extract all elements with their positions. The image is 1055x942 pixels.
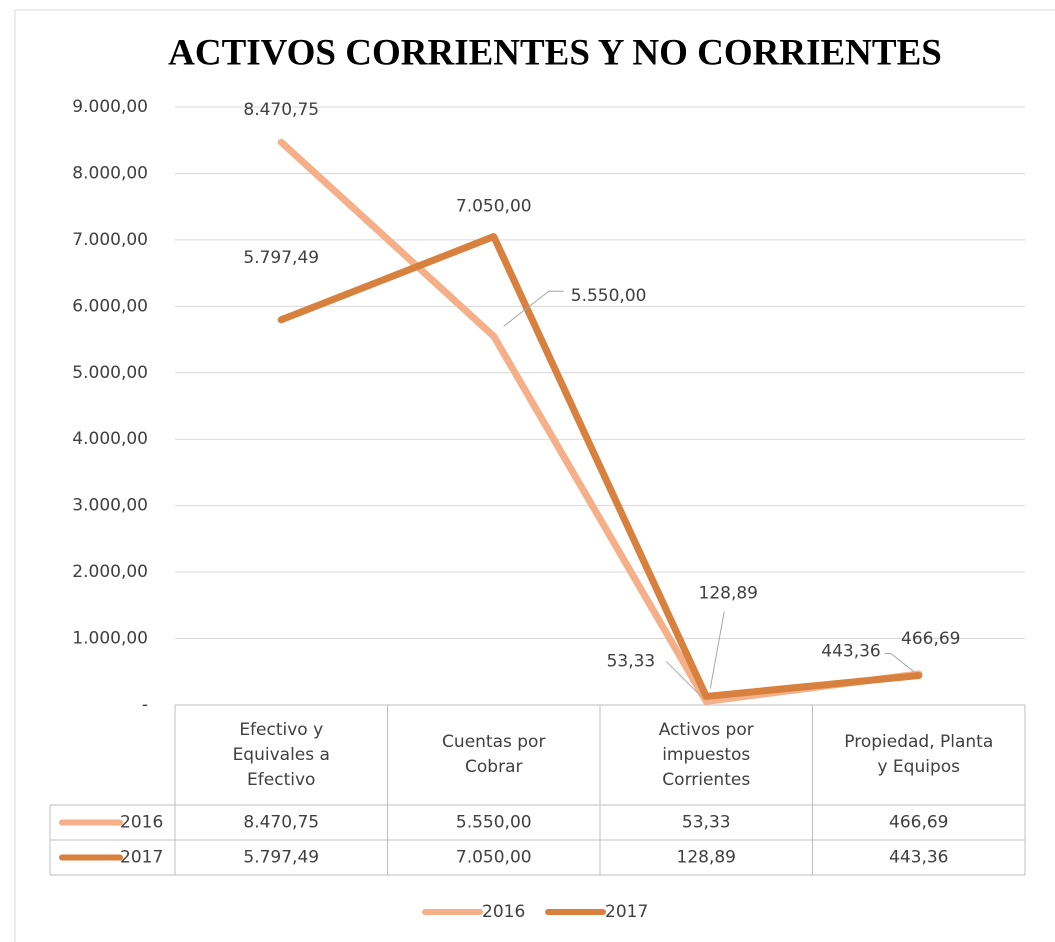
y-tick-label: 3.000,00 — [72, 496, 148, 516]
legend-label: 2017 — [605, 902, 648, 922]
x-tick-label: Efectivo y Equivales a Efectivo — [232, 719, 330, 790]
y-tick-label: 4.000,00 — [72, 429, 148, 449]
data-label: 5.550,00 — [571, 286, 647, 306]
y-tick-label: - — [142, 695, 148, 715]
y-tick-label: 8.000,00 — [72, 163, 148, 183]
chart-title: ACTIVOS CORRIENTES Y NO CORRIENTES — [168, 32, 942, 73]
x-tick-label: Cuentas por Cobrar — [442, 732, 546, 777]
data-label: 466,69 — [901, 629, 960, 649]
chart-border — [14, 9, 1055, 942]
table-cell: 466,69 — [889, 813, 948, 833]
data-label: 5.797,49 — [243, 248, 319, 268]
leader-line — [884, 653, 915, 672]
leader-line — [503, 290, 564, 327]
leader-line — [709, 611, 725, 689]
y-tick-label: 5.000,00 — [72, 363, 148, 383]
table-cell: 5.550,00 — [456, 813, 532, 833]
y-tick-label: 1.000,00 — [72, 629, 148, 649]
data-label: 7.050,00 — [456, 197, 532, 217]
y-tick-label: 9.000,00 — [72, 97, 148, 117]
table-series-label: 2016 — [120, 813, 163, 833]
y-tick-label: 7.000,00 — [72, 230, 148, 250]
table-cell: 53,33 — [682, 813, 731, 833]
leader-line — [665, 661, 702, 697]
data-label: 443,36 — [821, 642, 880, 662]
table-cell: 7.050,00 — [456, 848, 532, 868]
x-tick-label: Propiedad, Planta y Equipos — [844, 732, 994, 777]
y-tick-label: 2.000,00 — [72, 562, 148, 582]
table-cell: 443,36 — [889, 848, 948, 868]
table-series-label: 2017 — [120, 848, 163, 868]
y-tick-label: 6.000,00 — [72, 296, 148, 316]
x-tick-label: Activos por impuestos Corrientes — [658, 719, 754, 790]
data-label: 128,89 — [699, 583, 758, 603]
table-cell: 128,89 — [677, 848, 736, 868]
table-cell: 8.470,75 — [243, 813, 319, 833]
legend-label: 2016 — [482, 902, 525, 922]
data-label: 53,33 — [607, 651, 656, 671]
table-cell: 5.797,49 — [243, 848, 319, 868]
series-line — [277, 233, 923, 700]
data-label: 8.470,75 — [243, 100, 319, 120]
